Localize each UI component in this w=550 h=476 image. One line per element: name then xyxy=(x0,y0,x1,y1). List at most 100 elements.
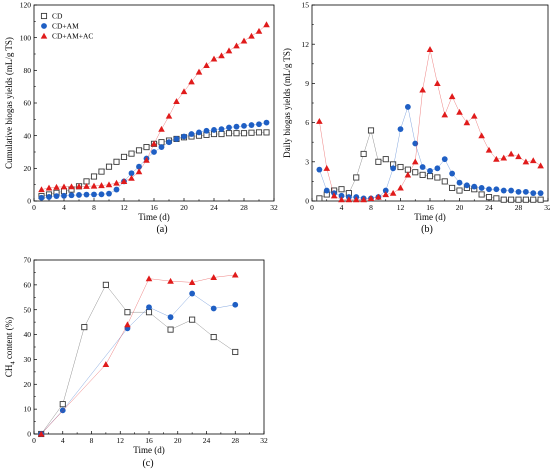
y-tick-label: 15 xyxy=(302,1,310,10)
y-tick-label: 9 xyxy=(305,79,309,88)
data-point xyxy=(316,117,323,124)
data-point xyxy=(375,193,382,200)
data-point xyxy=(419,164,426,170)
data-point xyxy=(188,78,195,85)
data-point xyxy=(353,174,360,181)
y-tick-label: 3 xyxy=(305,157,309,166)
data-point xyxy=(515,196,522,203)
data-point xyxy=(173,136,180,142)
data-point xyxy=(478,191,485,198)
legend-marker xyxy=(41,23,47,29)
data-point xyxy=(508,196,515,203)
x-tick-label: 4 xyxy=(61,436,65,445)
x-tick-label: 32 xyxy=(260,436,268,445)
series-cd-am xyxy=(38,119,270,201)
data-point xyxy=(360,150,367,158)
data-point xyxy=(478,185,485,191)
data-point xyxy=(485,146,493,153)
chart-panel-1: 0 4 8 12 16 20 24 28 32 0 20 40 60 80 100 120 Time (d) Cu… xyxy=(4,1,278,235)
data-point xyxy=(102,361,110,367)
y-tick-label: 40 xyxy=(24,330,32,339)
y-tick-label: 0 xyxy=(27,197,31,206)
y-tick-label: 30 xyxy=(24,355,32,364)
data-point xyxy=(529,157,537,164)
data-point xyxy=(53,193,60,200)
data-point xyxy=(493,186,500,193)
series-cd-am-ac xyxy=(38,21,270,193)
data-point xyxy=(210,334,217,341)
data-point xyxy=(500,196,507,203)
data-point xyxy=(507,150,515,157)
data-point xyxy=(158,139,165,146)
data-point xyxy=(338,192,345,199)
data-point xyxy=(135,168,143,175)
data-point xyxy=(367,195,375,201)
data-point xyxy=(434,165,441,172)
data-point xyxy=(68,192,75,199)
series-cd-am xyxy=(38,290,239,437)
data-point xyxy=(218,126,225,133)
y-tick-label: 60 xyxy=(24,99,32,108)
data-point xyxy=(196,129,202,136)
data-point xyxy=(263,21,270,28)
data-point xyxy=(136,163,142,170)
y-tick-label: 0 xyxy=(27,430,31,439)
x-tick-label: 24 xyxy=(203,436,211,445)
y-tick-label: 60 xyxy=(24,280,32,289)
data-point xyxy=(382,187,389,194)
data-point xyxy=(46,194,52,200)
data-point xyxy=(522,158,530,165)
data-point xyxy=(486,186,492,193)
data-point xyxy=(135,147,143,154)
data-point xyxy=(38,186,45,193)
data-point xyxy=(537,196,544,203)
data-point xyxy=(83,191,90,198)
legend-label: CD xyxy=(52,12,63,21)
y-tick-label: 120 xyxy=(20,1,32,10)
data-point xyxy=(404,171,412,178)
data-point xyxy=(83,183,90,189)
data-point xyxy=(188,279,196,285)
data-point xyxy=(75,183,83,190)
x-tick-label: 20 xyxy=(456,203,464,212)
data-point xyxy=(180,88,188,95)
data-point xyxy=(232,348,239,356)
data-point xyxy=(522,188,529,195)
data-point xyxy=(530,196,537,203)
data-point xyxy=(173,98,180,104)
data-point xyxy=(427,168,433,174)
x-tick-label: 8 xyxy=(92,203,96,212)
data-point xyxy=(124,321,131,328)
x-tick-label: 0 xyxy=(310,203,314,212)
data-point xyxy=(189,290,196,297)
panel-label: (c) xyxy=(142,458,153,469)
data-point xyxy=(397,126,404,133)
data-point xyxy=(255,129,263,136)
data-point xyxy=(210,274,217,280)
data-point xyxy=(508,187,515,194)
data-point xyxy=(470,112,478,119)
data-point xyxy=(203,127,210,134)
data-point xyxy=(232,301,239,308)
data-point xyxy=(240,37,248,44)
x-axis-label: Time (d) xyxy=(138,212,169,222)
x-tick-label: 12 xyxy=(117,436,125,445)
data-point xyxy=(456,179,463,186)
y-tick-label: 50 xyxy=(24,305,32,314)
data-point xyxy=(397,184,404,191)
data-point xyxy=(146,304,152,311)
data-point xyxy=(411,158,419,165)
y-tick-label: 80 xyxy=(24,66,32,75)
data-point xyxy=(441,156,448,163)
panel-label: (a) xyxy=(156,224,167,235)
data-point xyxy=(448,93,456,100)
data-point xyxy=(419,171,426,178)
chart-panel-3: 0 4 8 12 16 20 24 28 32 0 10 20 30 40 50 60 70 Time (d) CH… xyxy=(4,256,268,469)
data-point xyxy=(412,169,419,176)
data-point xyxy=(426,173,434,180)
data-point xyxy=(515,153,522,160)
x-tick-label: 12 xyxy=(397,203,405,212)
data-point xyxy=(60,183,68,190)
data-point xyxy=(338,196,345,203)
data-point xyxy=(449,170,456,177)
